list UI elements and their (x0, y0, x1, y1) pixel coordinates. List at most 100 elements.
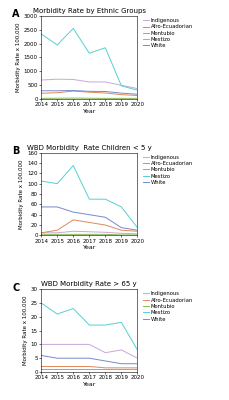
Title: WBD Morbidity  Rate Children < 5 y: WBD Morbidity Rate Children < 5 y (27, 145, 152, 151)
White (40, 353, 43, 358)
Text: C: C (12, 282, 20, 292)
Line: Afro-Ecuadorian: Afro-Ecuadorian (41, 220, 137, 233)
X-axis label: Year: Year (83, 382, 96, 387)
Montubio (72, 232, 75, 237)
Afro-Ecuadorian (56, 90, 59, 95)
Indigenous (40, 342, 43, 347)
Y-axis label: Morbidity Rate x 100,000: Morbidity Rate x 100,000 (16, 23, 21, 92)
Indigenous (136, 86, 139, 91)
Montubio (40, 367, 43, 372)
Y-axis label: Morbidity Rate x 100,000: Morbidity Rate x 100,000 (23, 296, 28, 365)
Mestizo (40, 301, 43, 306)
Indigenous (88, 342, 91, 347)
Text: B: B (12, 146, 20, 156)
Indigenous (120, 83, 123, 88)
Mestizo (40, 179, 43, 184)
Afro-Ecuadorian (88, 90, 91, 94)
Afro-Ecuadorian (88, 220, 91, 225)
Afro-Ecuadorian (104, 90, 107, 95)
Mestizo (136, 225, 139, 230)
Montubio (136, 232, 139, 237)
Indigenous (40, 78, 43, 82)
Indigenous (40, 230, 43, 235)
Title: WBD Morbidity Rate > 65 y: WBD Morbidity Rate > 65 y (41, 282, 137, 288)
White (104, 358, 107, 363)
Legend: Indigenous, Afro-Ecuadorian, Montubio, Mestizo, White: Indigenous, Afro-Ecuadorian, Montubio, M… (142, 17, 194, 49)
Mestizo (136, 88, 139, 93)
Montubio (104, 232, 107, 237)
Afro-Ecuadorian (56, 228, 59, 233)
X-axis label: Year: Year (83, 109, 96, 114)
Indigenous (56, 230, 59, 235)
Line: White: White (41, 207, 137, 230)
Mestizo (136, 348, 139, 352)
Indigenous (136, 356, 139, 361)
Montubio (72, 367, 75, 372)
Text: A: A (12, 9, 20, 19)
Indigenous (56, 77, 59, 82)
Mestizo (104, 323, 107, 328)
Montubio (40, 96, 43, 101)
Afro-Ecuadorian (72, 218, 75, 222)
White (136, 361, 139, 366)
Indigenous (104, 350, 107, 355)
Mestizo (72, 26, 75, 31)
Montubio (120, 367, 123, 372)
Afro-Ecuadorian (104, 223, 107, 228)
Line: Mestizo: Mestizo (41, 28, 137, 90)
Mestizo (120, 84, 123, 88)
Montubio (120, 96, 123, 101)
Afro-Ecuadorian (104, 366, 107, 370)
Montubio (88, 367, 91, 372)
Mestizo (72, 163, 75, 168)
Legend: Indigenous, Afro-Ecuadorian, Montubio, Mestizo, White: Indigenous, Afro-Ecuadorian, Montubio, M… (142, 154, 194, 186)
Indigenous (120, 348, 123, 352)
Mestizo (120, 320, 123, 325)
White (104, 89, 107, 94)
Indigenous (88, 80, 91, 84)
Mestizo (72, 306, 75, 311)
White (56, 356, 59, 361)
Y-axis label: Morbidity Rate x 100,000: Morbidity Rate x 100,000 (19, 159, 25, 229)
White (120, 91, 123, 96)
White (40, 88, 43, 93)
Line: Afro-Ecuadorian: Afro-Ecuadorian (41, 91, 137, 96)
Mestizo (56, 312, 59, 316)
Mestizo (120, 204, 123, 209)
White (56, 88, 59, 93)
Montubio (104, 96, 107, 101)
White (136, 228, 139, 233)
White (136, 92, 139, 97)
Line: Afro-Ecuadorian: Afro-Ecuadorian (41, 366, 137, 368)
White (120, 361, 123, 366)
Afro-Ecuadorian (72, 89, 75, 94)
Montubio (88, 232, 91, 237)
Line: Indigenous: Indigenous (41, 344, 137, 358)
Afro-Ecuadorian (136, 366, 139, 370)
Montubio (56, 367, 59, 372)
Line: White: White (41, 90, 137, 94)
White (88, 89, 91, 94)
Legend: Indigenous, Afro-Ecuadorian, Montubio, Mestizo, White: Indigenous, Afro-Ecuadorian, Montubio, M… (142, 290, 194, 322)
Afro-Ecuadorian (40, 91, 43, 96)
Afro-Ecuadorian (120, 228, 123, 233)
Afro-Ecuadorian (56, 364, 59, 369)
Indigenous (72, 342, 75, 347)
Line: Indigenous: Indigenous (41, 79, 137, 88)
Afro-Ecuadorian (120, 92, 123, 97)
Mestizo (104, 45, 107, 50)
Indigenous (120, 231, 123, 236)
Mestizo (56, 181, 59, 186)
Afro-Ecuadorian (40, 230, 43, 235)
Mestizo (88, 51, 91, 56)
Montubio (56, 96, 59, 101)
White (88, 212, 91, 217)
Montubio (120, 232, 123, 237)
Montubio (88, 96, 91, 101)
White (72, 356, 75, 361)
Line: Indigenous: Indigenous (41, 231, 137, 234)
Afro-Ecuadorian (72, 364, 75, 369)
White (56, 204, 59, 209)
Mestizo (56, 42, 59, 47)
Indigenous (104, 230, 107, 235)
